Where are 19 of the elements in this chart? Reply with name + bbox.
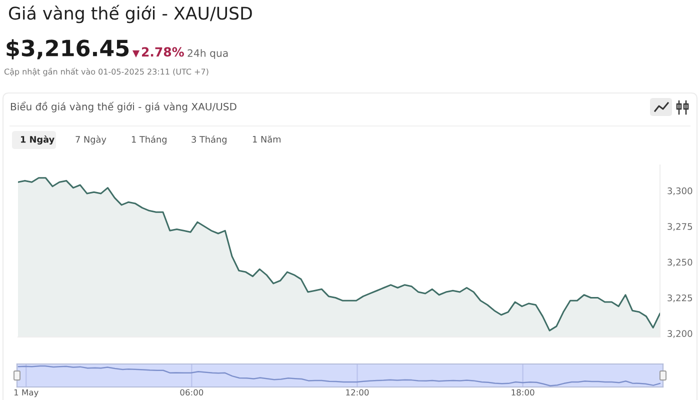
text: 1 Tháng	[132, 136, 166, 144]
chart-subtitle: Biểu đồ giá vàng thế giới - giá vàng XAU/USD	[10, 102, 236, 112]
chart-title: Giá vàng thế giới - XAU/USD	[8, 4, 252, 24]
text: 24h qua	[188, 49, 228, 59]
text: 3 Tháng	[192, 136, 226, 144]
x-tick-label: 1 May	[14, 389, 38, 398]
x-tick-label: 18:00	[512, 389, 534, 396]
x-tick-label: 06:00	[180, 389, 204, 396]
x-tick-label: 12:00	[346, 389, 369, 396]
text: $3,216.45	[6, 39, 129, 60]
y-tick-label: 3,225	[668, 294, 692, 302]
y-tick-label: 3,300	[668, 187, 692, 196]
y-tick-label: 3,200	[668, 330, 692, 338]
text: 2.78%	[142, 47, 184, 57]
text: 1 Ngày	[21, 135, 54, 145]
y-tick-label: 3,275	[668, 223, 692, 231]
text: 1 Năm	[252, 136, 280, 143]
text: 7 Ngày	[76, 136, 106, 144]
y-tick-label: 3,250	[668, 258, 692, 267]
